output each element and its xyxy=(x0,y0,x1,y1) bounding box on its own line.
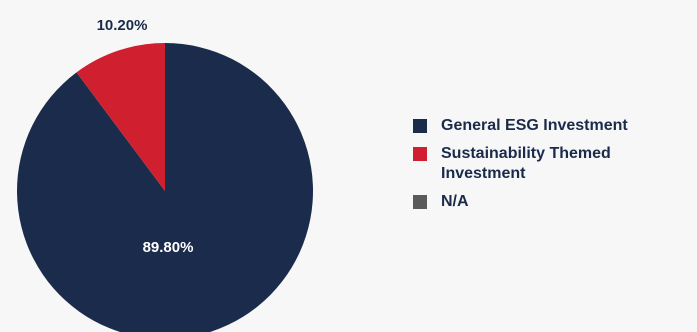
pie-slice-label-0: 89.80% xyxy=(143,239,194,256)
pie-slice-1 xyxy=(76,43,165,191)
pie-labels: 89.80% 10.20% xyxy=(97,17,194,256)
legend-item-general-esg: General ESG Investment xyxy=(413,116,683,136)
legend-item-na: N/A xyxy=(413,192,683,212)
pie-slices xyxy=(17,43,313,332)
legend-label-general-esg: General ESG Investment xyxy=(441,117,628,134)
pie-slice-0 xyxy=(17,43,313,332)
legend-swatch-sustainability-themed xyxy=(413,147,427,161)
legend-item-sustainability-themed: Sustainability Themed Investment xyxy=(413,144,683,184)
pie-slice-label-1: 10.20% xyxy=(97,17,148,34)
legend-label-na: N/A xyxy=(441,193,469,210)
legend-swatch-na xyxy=(413,195,427,209)
chart-legend: General ESG Investment Sustainability Th… xyxy=(413,116,683,220)
legend-label-sustainability-themed: Sustainability Themed Investment xyxy=(441,145,611,182)
legend-swatch-general-esg xyxy=(413,119,427,133)
